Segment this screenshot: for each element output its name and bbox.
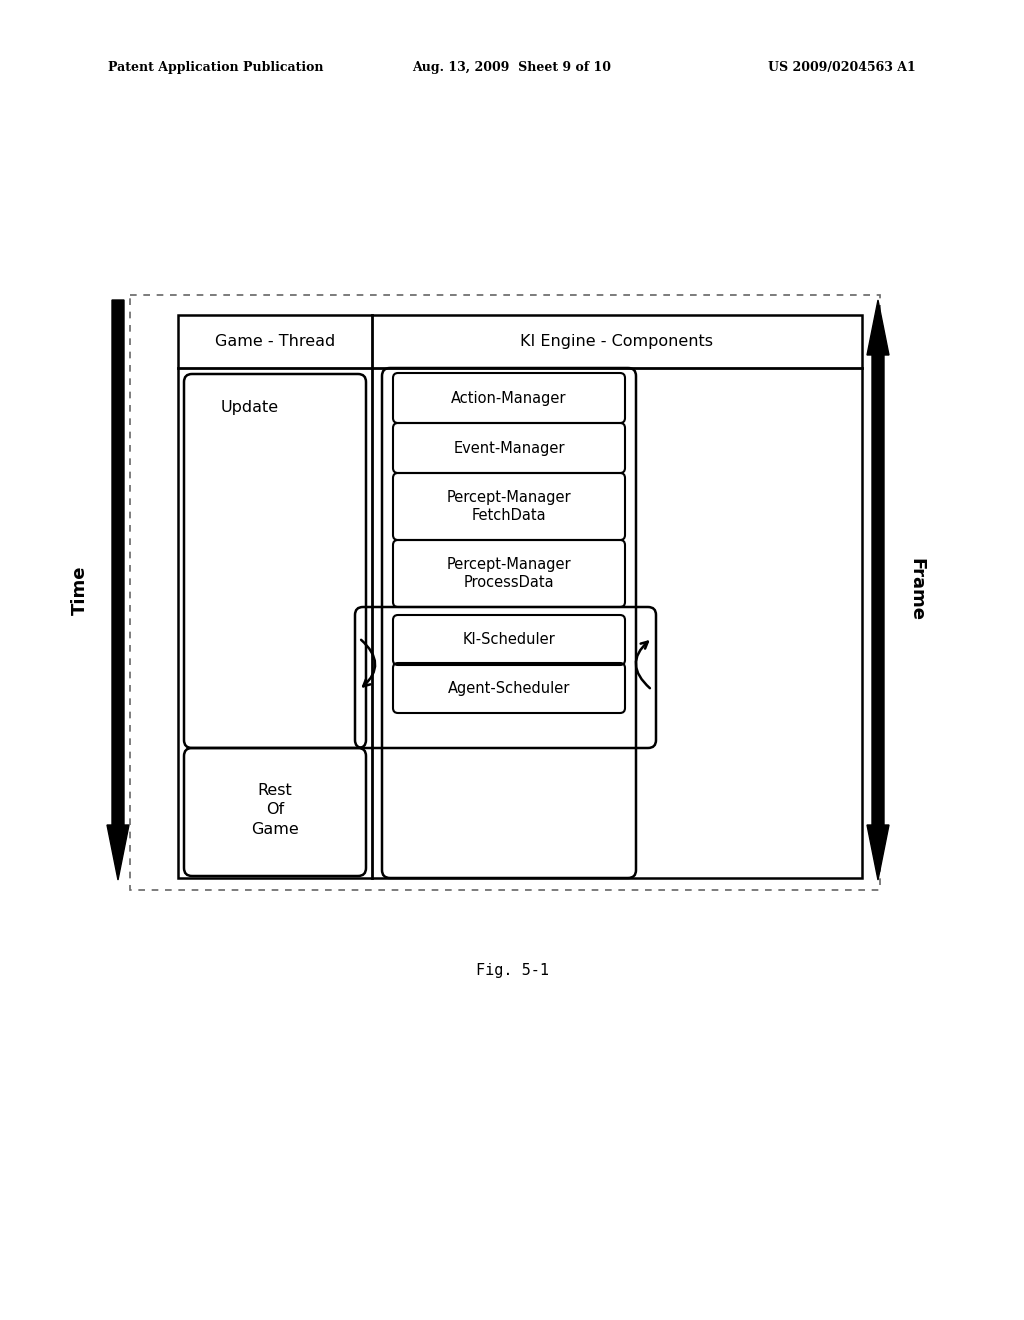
Text: Rest
Of
Game: Rest Of Game [251,783,299,837]
Text: Event-Manager: Event-Manager [454,441,565,455]
Text: Fig. 5-1: Fig. 5-1 [475,962,549,978]
Text: Aug. 13, 2009  Sheet 9 of 10: Aug. 13, 2009 Sheet 9 of 10 [413,62,611,74]
Text: Frame: Frame [907,558,925,622]
Text: Agent-Scheduler: Agent-Scheduler [447,681,570,696]
Text: Update: Update [221,400,280,414]
Text: KI-Scheduler: KI-Scheduler [463,632,555,648]
Text: Patent Application Publication: Patent Application Publication [108,62,324,74]
Bar [130,294,880,890]
Text: Game - Thread: Game - Thread [215,334,335,348]
Text: Percept-Manager
ProcessData: Percept-Manager ProcessData [446,557,571,590]
Text: Time: Time [71,565,89,615]
Polygon shape [867,300,889,880]
Text: Action-Manager: Action-Manager [452,391,566,405]
Text: US 2009/0204563 A1: US 2009/0204563 A1 [768,62,916,74]
Bar [178,315,862,878]
Text: KI Engine - Components: KI Engine - Components [520,334,714,348]
Text: Percept-Manager
FetchData: Percept-Manager FetchData [446,490,571,523]
Polygon shape [106,300,129,880]
